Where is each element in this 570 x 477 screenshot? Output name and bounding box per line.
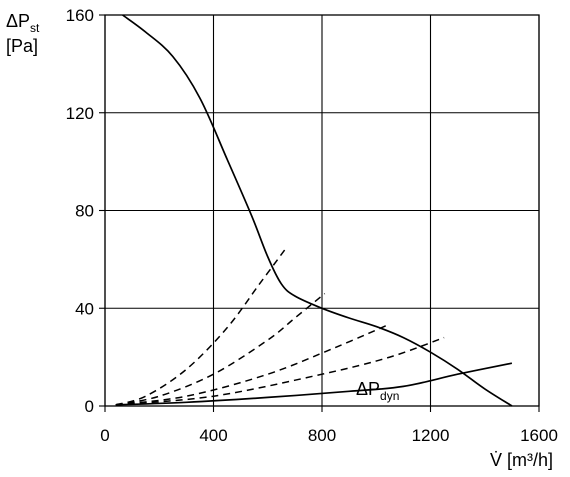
y-tick-label: 40: [75, 299, 94, 318]
dashed-series-line-2: [115, 246, 288, 406]
x-tick-label: 800: [308, 426, 336, 445]
y-tick-label: 80: [75, 202, 94, 221]
series-layer: [115, 14, 513, 407]
dashed-series-line-4: [115, 323, 391, 406]
grid: [99, 14, 540, 412]
x-axis-label: V̇ [m³/h]: [490, 450, 553, 470]
y-tick-label: 0: [85, 397, 94, 416]
y-label-sub: st: [30, 21, 40, 35]
annotation-dynamic-pressure: ΔPdyn: [356, 379, 399, 403]
plot-frame: [104, 14, 540, 407]
x-tick-label: 1200: [412, 426, 450, 445]
dashed-series-line-5: [115, 336, 445, 406]
annotation-main: ΔP: [356, 379, 380, 399]
y-tick-label: 160: [66, 6, 94, 25]
annotation-sub: dyn: [380, 389, 399, 403]
y-label-main: ΔP: [6, 11, 30, 31]
x-tick-label: 400: [199, 426, 227, 445]
dashed-series-line-3: [115, 293, 326, 406]
y-axis-label: ΔPst: [6, 11, 40, 35]
series-line-1: [115, 362, 513, 406]
x-tick-label: 1600: [520, 426, 558, 445]
y-axis-unit: [Pa]: [6, 36, 38, 56]
tick-labels: 0 400 800 1200 1600 0 40 80 120 160: [66, 6, 558, 445]
series-line-0: [122, 14, 513, 407]
y-tick-label: 120: [66, 104, 94, 123]
x-tick-label: 0: [100, 426, 109, 445]
